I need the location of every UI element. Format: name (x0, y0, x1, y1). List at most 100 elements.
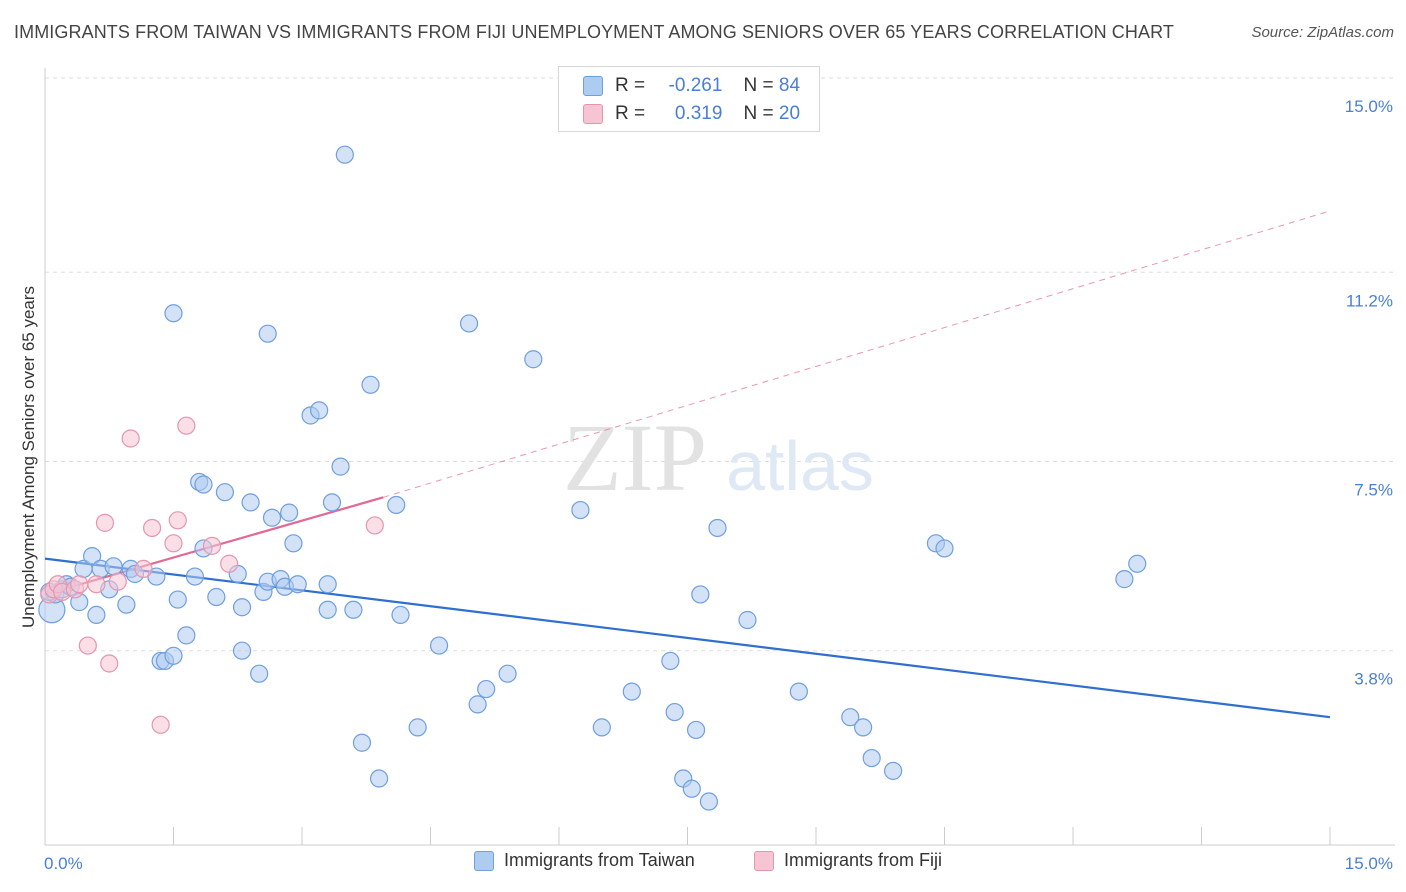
point-taiwan (935, 539, 954, 558)
point-taiwan (117, 595, 136, 614)
legend-taiwan-r-value: -0.261 (668, 75, 723, 96)
point-taiwan (185, 567, 205, 586)
legend-taiwan-n-value: 84 (778, 75, 801, 96)
bottom-legend-fiji-label: Immigrants from Fiji (784, 850, 943, 870)
point-taiwan (665, 702, 684, 722)
point-fiji (177, 416, 196, 435)
point-fiji (95, 513, 115, 532)
point-taiwan (661, 651, 680, 671)
point-taiwan (164, 646, 183, 665)
point-taiwan (352, 733, 372, 752)
point-taiwan (318, 575, 337, 594)
point-taiwan (344, 600, 363, 619)
point-taiwan (468, 695, 487, 714)
legend-swatch-fiji (583, 104, 603, 124)
x-tick-label-max: 15.0% (1345, 854, 1393, 873)
point-taiwan (370, 769, 389, 788)
point-taiwan (498, 664, 517, 683)
point-taiwan (429, 636, 449, 655)
legend-row-taiwan: R = -0.261 N = 84 (583, 71, 800, 101)
point-taiwan (854, 718, 873, 737)
point-taiwan (83, 546, 102, 566)
point-taiwan (524, 350, 543, 369)
point-fiji (164, 534, 183, 553)
legend-taiwan-r-label: R = (615, 75, 646, 96)
point-taiwan (408, 718, 427, 737)
source-label: Source: ZipAtlas.com (1251, 24, 1394, 41)
point-taiwan (322, 493, 342, 512)
y-tick-label: 15.0% (1345, 97, 1393, 116)
point-taiwan (391, 605, 410, 625)
y-tick-label: 11.2% (1346, 291, 1393, 310)
point-taiwan (789, 682, 808, 701)
point-fiji (121, 429, 140, 448)
point-taiwan (280, 503, 299, 522)
point-fiji (87, 575, 106, 594)
point-taiwan (177, 626, 196, 645)
y-tick-label: 3.8% (1354, 670, 1393, 689)
legend: R = -0.261 N = 84 R = 0.319 N = 20 (558, 66, 820, 132)
point-fiji (151, 715, 170, 734)
point-taiwan (459, 314, 479, 333)
point-taiwan (250, 664, 269, 683)
point-taiwan (699, 792, 719, 811)
y-tick-label: 7.5% (1354, 481, 1393, 500)
point-taiwan (168, 590, 187, 609)
point-fiji (108, 572, 127, 591)
point-taiwan (682, 779, 701, 798)
point-fiji (100, 654, 119, 673)
point-fiji (142, 518, 162, 538)
point-taiwan (686, 720, 706, 740)
point-taiwan (622, 682, 641, 701)
x-tick-label-min: 0.0% (44, 854, 83, 873)
point-taiwan (862, 748, 881, 768)
point-taiwan (592, 718, 611, 737)
point-taiwan (1115, 570, 1134, 589)
legend-fiji-n-value: 20 (778, 103, 801, 124)
point-fiji (70, 575, 89, 594)
point-taiwan (841, 708, 860, 727)
legend-taiwan-n-label: N = (743, 75, 774, 96)
bottom-legend-taiwan: Immigrants from Taiwan (474, 850, 695, 871)
point-taiwan (883, 761, 903, 780)
watermark-zip: ZIP (563, 404, 707, 511)
point-taiwan (335, 145, 354, 164)
y-axis-label: Unemployment Among Seniors over 65 years (19, 286, 38, 628)
point-taiwan (708, 518, 727, 538)
point-taiwan (387, 495, 406, 515)
watermark-atlas: atlas (726, 427, 874, 505)
point-taiwan (164, 304, 183, 323)
point-taiwan (571, 500, 590, 520)
point-taiwan (1128, 554, 1147, 573)
point-taiwan (361, 375, 380, 394)
point-taiwan (310, 401, 329, 420)
point-fiji (220, 554, 239, 573)
point-taiwan (104, 557, 123, 576)
point-taiwan (691, 585, 710, 604)
point-taiwan (241, 493, 260, 512)
legend-row-fiji: R = 0.319 N = 20 (583, 99, 800, 129)
point-taiwan (738, 610, 757, 630)
point-taiwan (477, 679, 496, 699)
grid-lines (45, 77, 1395, 652)
point-taiwan (215, 483, 234, 502)
point-fiji (78, 636, 97, 655)
watermark: ZIP atlas (563, 404, 874, 511)
chart-title: IMMIGRANTS FROM TAIWAN VS IMMIGRANTS FRO… (14, 22, 1174, 42)
point-taiwan (207, 587, 226, 607)
legend-fiji-r-value: 0.319 (674, 103, 723, 124)
bottom-legend-swatch-fiji (754, 850, 774, 871)
point-taiwan (318, 600, 337, 619)
point-fiji (365, 516, 384, 535)
point-taiwan (284, 534, 303, 553)
legend-swatch-taiwan (583, 76, 603, 96)
point-taiwan (288, 575, 307, 594)
point-taiwan (194, 475, 213, 494)
bottom-legend-swatch-taiwan (474, 850, 494, 871)
legend-fiji-n-label: N = (743, 103, 774, 124)
point-taiwan (87, 605, 106, 625)
point-fiji (202, 536, 222, 555)
point-taiwan (262, 508, 282, 527)
point-taiwan (258, 324, 277, 343)
